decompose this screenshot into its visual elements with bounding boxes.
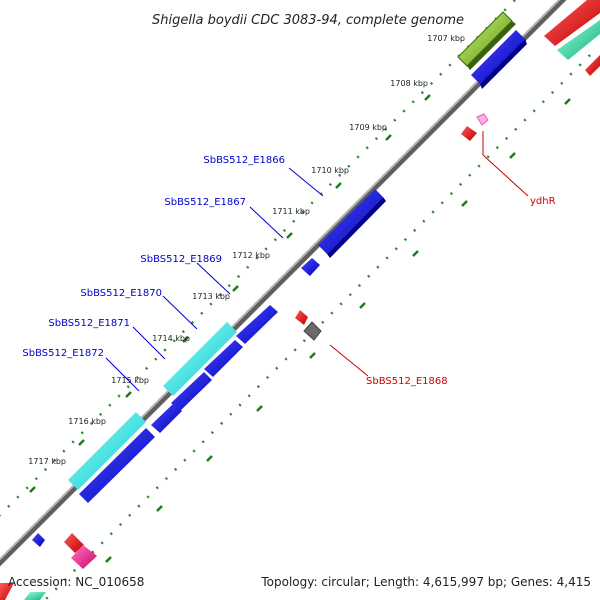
feature-e1870-blue[interactable] bbox=[204, 340, 243, 377]
feature-e1868-pseudo[interactable] bbox=[303, 321, 322, 341]
outer-dotted-track bbox=[0, 0, 516, 517]
feature-cds-bottom-blue-small[interactable] bbox=[32, 533, 45, 547]
tick-label-1715: 1715 kbp bbox=[111, 376, 149, 385]
map-title: Shigella boydii CDC 3083-94, complete ge… bbox=[152, 13, 464, 28]
feature-e1867[interactable] bbox=[301, 258, 320, 276]
feature-bottom-edge-mint[interactable] bbox=[24, 592, 46, 600]
feature-cds-top-edge[interactable] bbox=[585, 55, 600, 76]
tick-label-1710: 1710 kbp bbox=[311, 166, 349, 175]
tick-label-1712: 1712 kbp bbox=[232, 251, 270, 260]
feature-e1871-blue[interactable] bbox=[171, 372, 212, 411]
accession-text: Accession: NC_010658 bbox=[8, 575, 144, 589]
gene-label-e1869[interactable]: SbBS512_E1869 bbox=[140, 254, 222, 265]
label-leader-lines-forward bbox=[105, 167, 324, 392]
feature-misc-top[interactable] bbox=[457, 11, 516, 70]
feature-cds-cyan-lower[interactable] bbox=[68, 412, 146, 490]
tick-label-1717: 1717 kbp bbox=[28, 457, 66, 466]
feature-cds-top-red[interactable] bbox=[544, 0, 600, 46]
feature-e1866[interactable] bbox=[318, 189, 386, 258]
feature-e1868-red[interactable] bbox=[295, 310, 308, 325]
tick-label-1709: 1709 kbp bbox=[349, 123, 387, 132]
feature-misc-top-right[interactable] bbox=[557, 20, 600, 60]
gene-label-e1870[interactable]: SbBS512_E1870 bbox=[80, 288, 162, 299]
gene-label-e1871[interactable]: SbBS512_E1871 bbox=[48, 318, 130, 329]
tick-label-1714: 1714 kbp bbox=[152, 334, 190, 343]
tick-label-1708: 1708 kbp bbox=[390, 79, 428, 88]
tick-marks bbox=[29, 41, 571, 563]
feature-cds-long-blue[interactable] bbox=[79, 428, 155, 503]
tick-label-1711: 1711 kbp bbox=[272, 207, 310, 216]
feature-e1870-cyan[interactable] bbox=[163, 322, 237, 396]
tick-label-1716: 1716 kbp bbox=[68, 417, 106, 426]
genome-summary-text: Topology: circular; Length: 4,615,997 bp… bbox=[260, 575, 591, 589]
gene-label-ydhR[interactable]: ydhR bbox=[530, 196, 556, 207]
feature-cds-bottom-red[interactable] bbox=[64, 533, 84, 553]
gene-label-e1867[interactable]: SbBS512_E1867 bbox=[164, 197, 246, 208]
gene-label-e1868[interactable]: SbBS512_E1868 bbox=[366, 376, 448, 387]
feature-bottom-edge-left[interactable] bbox=[0, 583, 14, 600]
feature-e1869[interactable] bbox=[236, 305, 278, 344]
feature-rrna-bottom[interactable] bbox=[71, 545, 97, 569]
gene-label-e1872[interactable]: SbBS512_E1872 bbox=[22, 348, 104, 359]
feature-ydhR-small-pink[interactable] bbox=[476, 113, 489, 126]
label-leader-lines-reverse bbox=[329, 131, 529, 377]
feature-ydhR[interactable] bbox=[461, 126, 477, 141]
gene-label-e1866[interactable]: SbBS512_E1866 bbox=[203, 155, 285, 166]
feature-e1872-blue[interactable] bbox=[151, 403, 182, 433]
tick-label-1713: 1713 kbp bbox=[192, 292, 230, 301]
tick-label-1707: 1707 kbp bbox=[427, 34, 465, 43]
feature-cds-top-blue[interactable] bbox=[471, 30, 527, 89]
